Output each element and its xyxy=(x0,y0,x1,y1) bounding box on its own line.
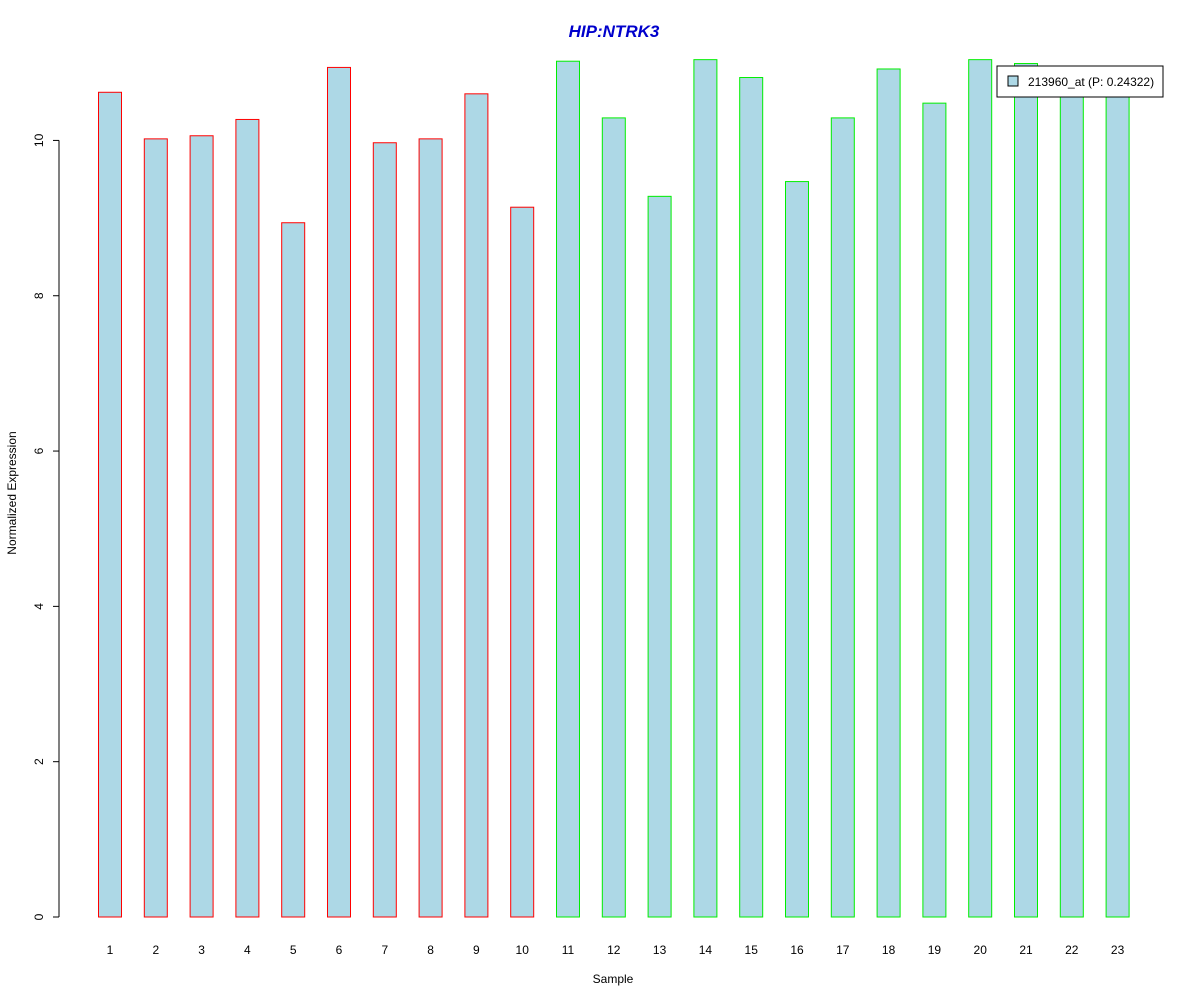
x-axis-tick-label: 5 xyxy=(290,943,297,957)
bar xyxy=(968,59,993,918)
x-axis-tick-label: 10 xyxy=(516,943,530,957)
x-axis-tick-label: 19 xyxy=(928,943,942,957)
bar xyxy=(235,118,260,918)
bar xyxy=(739,77,764,918)
bar xyxy=(647,195,672,918)
y-axis-tick-label: 8 xyxy=(32,292,46,299)
bar xyxy=(1059,85,1084,918)
y-axis-label: Normalized Expression xyxy=(5,431,19,554)
bar xyxy=(189,135,214,918)
legend: 213960_at (P: 0.24322) xyxy=(996,65,1164,98)
bar xyxy=(464,93,489,918)
y-axis-tick-label: 0 xyxy=(32,913,46,920)
bars xyxy=(98,59,1130,918)
x-axis-tick-label: 3 xyxy=(198,943,205,957)
y-axis-tick-label: 4 xyxy=(32,603,46,610)
chart-title: HIP:NTRK3 xyxy=(569,22,660,41)
x-axis-tick-label: 8 xyxy=(427,943,434,957)
x-axis-tick-label: 13 xyxy=(653,943,667,957)
bar xyxy=(1014,63,1038,918)
bar xyxy=(876,68,901,918)
bar xyxy=(510,206,535,918)
bar xyxy=(281,222,306,918)
y-axis-tick-label: 2 xyxy=(32,758,46,765)
legend-entry-label: 213960_at (P: 0.24322) xyxy=(1028,75,1154,89)
x-axis-tick-label: 11 xyxy=(562,943,575,957)
x-axis-tick-label: 9 xyxy=(473,943,480,957)
bar xyxy=(830,117,855,918)
x-axis-tick-label: 14 xyxy=(699,943,713,957)
y-axis-tick-label: 10 xyxy=(32,133,46,147)
x-axis-tick-label: 15 xyxy=(745,943,759,957)
bar xyxy=(98,91,122,918)
bar xyxy=(785,181,809,918)
bar xyxy=(1105,84,1130,918)
bar xyxy=(601,117,626,918)
bar xyxy=(418,138,443,918)
x-axis-tick-label: 2 xyxy=(152,943,159,957)
x-axis-tick-labels: 1 2 3 4 5 6 7 8 9 10 11 12 13 14 15 16 17 18 19 20 21 22 23 xyxy=(107,943,1125,957)
legend-swatch xyxy=(1007,75,1019,87)
y-axis: 0 2 4 6 8 10 xyxy=(32,133,60,920)
bar xyxy=(372,142,397,918)
x-axis-tick-label: 7 xyxy=(381,943,388,957)
x-axis-tick-label: 16 xyxy=(790,943,804,957)
x-axis-tick-label: 6 xyxy=(336,943,343,957)
x-axis-tick-label: 4 xyxy=(244,943,251,957)
x-axis-tick-label: 17 xyxy=(836,943,850,957)
bar xyxy=(556,60,580,918)
legend-box xyxy=(996,65,1164,98)
bar xyxy=(143,138,168,918)
y-axis-tick-label: 6 xyxy=(32,447,46,454)
x-axis-tick-label: 12 xyxy=(607,943,621,957)
x-axis-tick-label: 20 xyxy=(974,943,988,957)
x-axis-tick-label: 18 xyxy=(882,943,896,957)
x-axis-tick-label: 23 xyxy=(1111,943,1125,957)
x-axis-tick-label: 21 xyxy=(1019,943,1033,957)
bar xyxy=(693,59,718,918)
bar xyxy=(922,102,947,918)
bar xyxy=(327,66,351,918)
x-axis-tick-label: 1 xyxy=(107,943,114,957)
x-axis-tick-label: 22 xyxy=(1065,943,1079,957)
x-axis-label: Sample xyxy=(593,972,634,986)
